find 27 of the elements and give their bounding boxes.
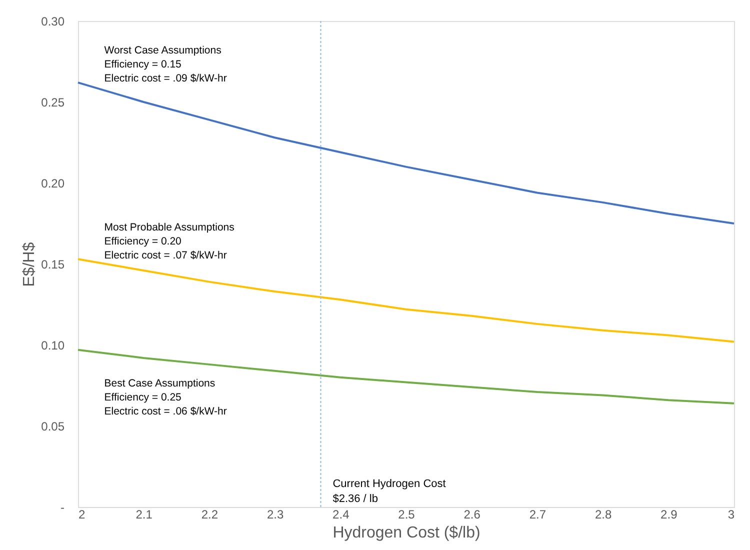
x-tick-label: 3 bbox=[728, 508, 735, 522]
line-series bbox=[77, 348, 735, 404]
y-tick-label: 0.10 bbox=[41, 338, 65, 352]
y-axis-title: E$/H$ bbox=[21, 242, 38, 287]
y-tick-label: 0.25 bbox=[41, 96, 65, 110]
line-series bbox=[77, 82, 735, 224]
ref-line-label: Current Hydrogen Cost $2.36 / lb bbox=[332, 478, 446, 505]
x-tick-label: 2 bbox=[78, 508, 86, 522]
annotation: Best Case Assumptions Efficiency = 0.25 Electric cost = .06 $/kW-hr bbox=[104, 378, 228, 418]
x-axis-title: Hydrogen Cost ($/lb) bbox=[332, 524, 480, 542]
x-tick-label: 2.2 bbox=[201, 508, 218, 522]
line-series bbox=[77, 258, 735, 343]
x-tick-label: 2.9 bbox=[660, 508, 678, 522]
x-tick-label: 2.4 bbox=[332, 508, 350, 522]
x-tick-label: 2.7 bbox=[529, 508, 546, 522]
x-tick-label: 2.8 bbox=[594, 508, 612, 522]
y-tick-label: - bbox=[60, 500, 64, 514]
x-tick-label: 2.1 bbox=[136, 508, 153, 522]
annotation: Worst Case Assumptions Efficiency = 0.15 Electric cost = .09 $/kW-hr bbox=[104, 44, 228, 84]
y-tick-label: 0.05 bbox=[41, 420, 65, 434]
x-tick-label: 2.5 bbox=[398, 508, 416, 522]
annotation: Most Probable Assumptions Efficiency = 0.20 Electric cost = .07 $/kW-hr bbox=[104, 222, 234, 262]
x-tick-label: 2.3 bbox=[266, 508, 284, 522]
y-tick-label: 0.20 bbox=[41, 176, 65, 190]
y-tick-label: 0.15 bbox=[41, 258, 65, 272]
y-tick-label: 0.30 bbox=[41, 14, 65, 28]
x-tick-label: 2.6 bbox=[464, 508, 481, 522]
